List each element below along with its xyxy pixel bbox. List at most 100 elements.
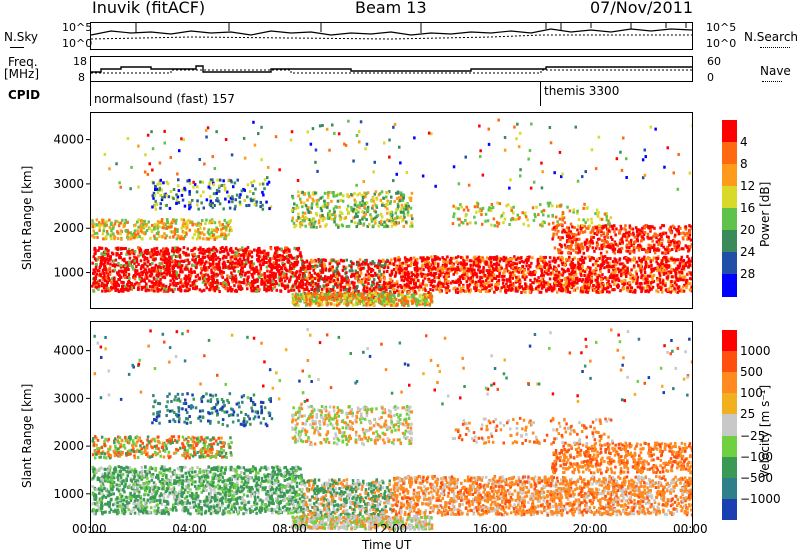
powerSvg-cell-1182 [210,268,213,272]
powerSvg-cell-975 [171,269,174,273]
powerSvg-cell-4487 [523,273,527,277]
powerSvg-cell-1516 [211,265,215,269]
powerSvg-cell-1735 [372,287,376,291]
powerSvg-cell-4449 [473,268,476,272]
powerSvg-cell-1037 [239,253,243,257]
powerSvg-cell-3675 [507,278,511,282]
powerSvg-cell-4925 [565,226,569,230]
powerSvg-cell-1299 [131,248,134,252]
powerSvg-cell-3277 [422,256,425,260]
powerSvg-cell-3060 [427,269,431,273]
powerSvg-cell-1217 [236,265,239,268]
powerSvg-cell-4835 [625,237,628,240]
powerSvg-cell-2351 [382,298,385,302]
powerSvg-cell-3003 [598,257,601,260]
powerSvg-cell-3836 [412,278,415,282]
powerSvg-cell-3959 [524,282,527,286]
powerSvg-cell-2611 [348,298,351,302]
powerSvg-cell-2123 [359,272,363,276]
powerSvg-cell-3303 [601,261,605,265]
powerSvg-cell-4173 [619,268,623,272]
powerSvg-cell-4442 [550,285,553,289]
powerSvg-cell-378 [101,269,105,272]
powerSvg-cell-307 [147,259,150,263]
powerSvg-cell-1985 [320,264,323,267]
powerSvg-cell-1452 [149,252,152,256]
powerSvg-cell-4967 [678,248,681,251]
powerSvg-cell-1828 [370,289,374,293]
powerSvg-cell-407 [237,249,240,252]
powerSvg-cell-3537 [479,281,483,285]
powerSvg-cell-115 [116,271,119,275]
powerSvg-cell-2654 [400,301,403,304]
powerSvg-cell-607 [188,279,191,283]
powerSvg-cell-1487 [275,268,279,272]
powerSvg-cell-1306 [258,288,261,292]
powerSvg-cell-2663 [390,303,393,307]
powerSvg-cell-3807 [603,255,607,259]
powerSvg-cell-1101 [216,281,219,285]
powerSvg-cell-1510 [240,281,243,284]
powerSvg-cell-1281 [229,261,232,265]
powerSvg-cell-2031 [378,276,381,280]
powerSvg-cell-3628 [555,269,558,273]
powerSvg-cell-3568 [529,270,532,274]
powerSvg-cell-1320 [155,277,159,281]
powerSvg-cell-1799 [321,266,324,270]
powerSvg-cell-4846 [582,251,586,255]
powerSvg-cell-52 [152,253,155,256]
powerSvg-cell-714 [165,257,169,261]
powerSvg-cell-1788 [331,295,335,299]
powerSvg-cell-1901 [338,261,341,265]
powerSvg-cell-4052 [485,260,488,264]
powerSvg-cell-516 [286,247,289,251]
powerSvg-cell-125 [151,254,154,258]
powerSvg-cell-2479 [336,303,339,307]
powerSvg-cell-1293 [207,250,211,254]
powerSvg-cell-1574 [258,269,262,273]
powerSvg-cell-1474 [254,269,258,273]
powerSvg-cell-819 [165,262,169,266]
powerSvg-cell-4200 [583,286,587,290]
powerSvg-cell-4651 [677,244,681,248]
powerSvg-cell-1017 [103,260,106,264]
powerSvg-cell-4238 [600,277,603,281]
powerSvg-cell-1151 [247,252,251,256]
powerSvg-cell-1295 [282,255,286,259]
powerSvg-cell-2356 [418,293,422,297]
powerSvg-cell-4157 [644,289,647,293]
powerSvg-cell-1911 [341,259,344,263]
powerSvg-cell-4240 [612,276,615,279]
powerSvg-cell-1404 [290,288,293,292]
powerSvg-cell-3735 [402,275,405,279]
powerSvg-cell-1083 [262,256,265,259]
powerSvg-cell-100 [278,247,282,251]
powerSvg-cell-66 [210,255,213,258]
powerSvg-cell-532 [215,266,219,270]
powerSvg-cell-3681 [479,269,483,273]
powerSvg-cell-2160 [328,268,331,272]
powerSvg-cell-2772 [680,255,683,259]
powerSvg-cell-4324 [477,257,480,261]
powerSvg-cell-4361 [571,277,574,281]
powerSvg-cell-3312 [513,255,516,259]
powerSvg-cell-1143 [189,274,193,278]
powerSvg-cell-3287 [461,288,465,292]
powerSvg-cell-2171 [341,268,345,272]
powerSvg-cell-3879 [422,279,425,283]
powerSvg-cell-2598 [330,302,333,306]
powerSvg-cell-1329 [92,255,95,259]
powerSvg-cell-1912 [317,278,320,282]
powerSvg-cell-4471 [451,279,454,283]
powerSvg-cell-2681 [402,296,405,300]
powerSvg-cell-1205 [257,271,260,275]
powerSvg-cell-4223 [658,278,661,282]
powerSvg-cell-1927 [338,273,341,277]
powerSvg-cell-4348 [580,255,584,259]
powerSvg-cell-2033 [362,283,365,287]
powerSvg-cell-4647 [632,248,636,252]
powerSvg-cell-4919 [613,251,616,255]
powerSvg-cell-4050 [633,275,637,279]
powerSvg-cell-3846 [415,263,418,267]
powerSvg-cell-4457 [586,290,589,294]
